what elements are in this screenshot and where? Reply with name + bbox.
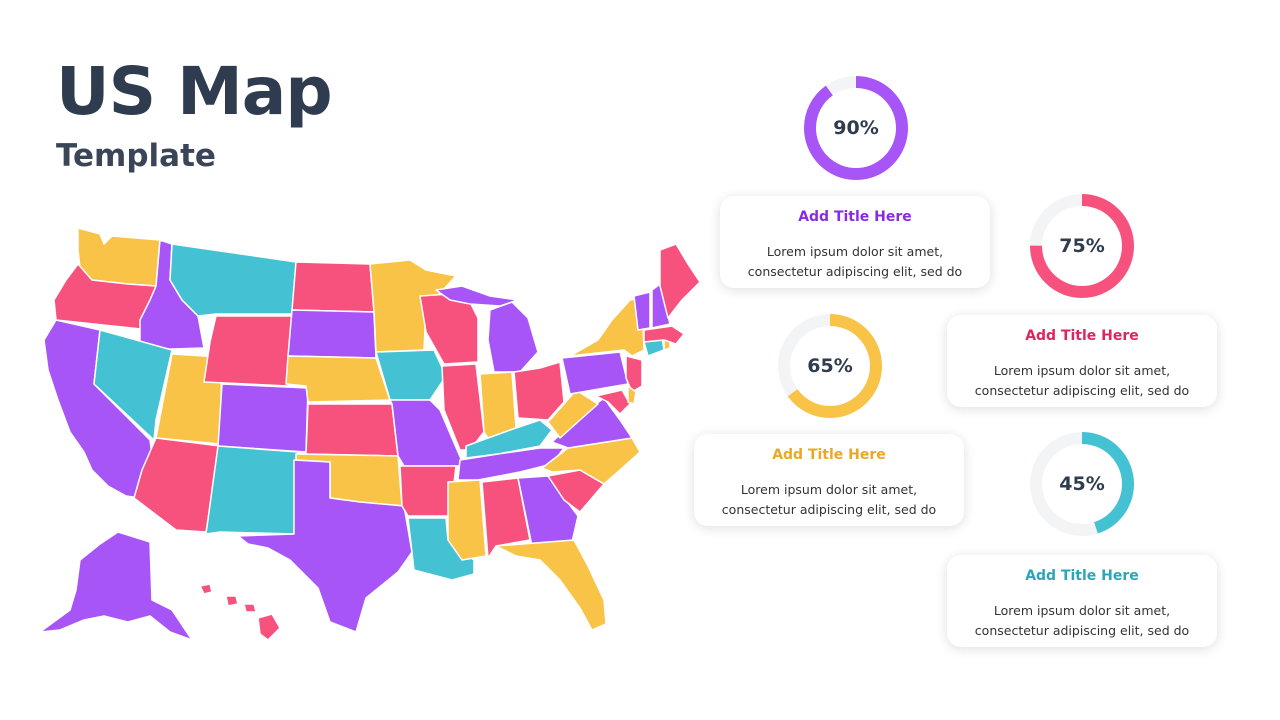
state-colorado[interactable] <box>217 383 309 453</box>
slide-title: US Map <box>56 53 333 130</box>
state-north-dakota[interactable] <box>291 261 375 313</box>
card-title: Add Title Here <box>772 447 886 463</box>
percent-label: 65% <box>807 355 853 377</box>
donut-progress <box>1030 432 1134 536</box>
slide-subtitle: Template <box>56 138 216 174</box>
state-nebraska[interactable] <box>285 355 391 403</box>
state-nevada[interactable] <box>93 329 173 441</box>
state-delaware[interactable] <box>627 385 637 405</box>
card-body-line-2: consectetur adipiscing elit, sed do <box>721 502 937 517</box>
state-pennsylvania[interactable] <box>561 351 629 395</box>
card-title: Add Title Here <box>1025 568 1139 584</box>
info-card-4: Add Title Here Lorem ipsum dolor sit ame… <box>947 555 1217 647</box>
state-new-mexico[interactable] <box>205 445 299 535</box>
state-massachusetts[interactable] <box>643 325 685 345</box>
state-iowa[interactable] <box>375 349 447 401</box>
us-map <box>39 227 701 641</box>
card-title: Add Title Here <box>798 209 912 225</box>
donut-chart-2: 75% <box>1026 190 1138 302</box>
card-body-line-1: Lorem ipsum dolor sit amet, <box>993 603 1171 618</box>
state-texas[interactable] <box>237 459 413 633</box>
donut-chart-1: 90% <box>800 72 912 184</box>
state-michigan-upper[interactable] <box>435 285 519 307</box>
state-new-jersey[interactable] <box>625 355 643 393</box>
percent-label: 45% <box>1059 473 1105 495</box>
donut-chart-3: 65% <box>774 310 886 422</box>
state-arkansas[interactable] <box>399 465 457 517</box>
state-wyoming[interactable] <box>203 315 293 387</box>
state-new-york[interactable] <box>569 297 645 357</box>
card-body-line-2: consectetur adipiscing elit, sed do <box>747 264 963 279</box>
state-alaska[interactable] <box>39 531 193 641</box>
state-ohio[interactable] <box>513 361 565 421</box>
state-florida[interactable] <box>495 539 607 631</box>
state-montana[interactable] <box>169 243 297 317</box>
donut-progress <box>778 314 882 418</box>
card-body-line-2: consectetur adipiscing elit, sed do <box>974 623 1190 638</box>
card-title: Add Title Here <box>1025 328 1139 344</box>
state-vermont[interactable] <box>633 291 651 331</box>
state-maine[interactable] <box>659 243 701 319</box>
state-south-dakota[interactable] <box>287 309 377 359</box>
state-mississippi[interactable] <box>447 479 487 561</box>
state-michigan[interactable] <box>487 301 539 373</box>
state-maryland[interactable] <box>595 389 631 415</box>
state-indiana[interactable] <box>479 371 517 439</box>
donut-progress <box>1030 194 1134 298</box>
info-card-2: Add Title Here Lorem ipsum dolor sit ame… <box>947 315 1217 407</box>
card-body-line-2: consectetur adipiscing elit, sed do <box>974 383 1190 398</box>
state-louisiana[interactable] <box>407 517 475 581</box>
state-hawaii[interactable] <box>199 583 281 641</box>
card-body-line-1: Lorem ipsum dolor sit amet, <box>766 244 944 259</box>
percent-label: 90% <box>833 117 879 139</box>
donut-chart-4: 45% <box>1026 428 1138 540</box>
card-body-line-1: Lorem ipsum dolor sit amet, <box>993 363 1171 378</box>
card-body-line-1: Lorem ipsum dolor sit amet, <box>740 482 918 497</box>
state-new-hampshire[interactable] <box>651 283 671 329</box>
state-kansas[interactable] <box>305 403 399 457</box>
percent-label: 75% <box>1059 235 1105 257</box>
info-card-1: Add Title Here Lorem ipsum dolor sit ame… <box>720 196 990 288</box>
state-alabama[interactable] <box>481 477 531 559</box>
state-california[interactable] <box>43 319 155 499</box>
donut-progress <box>804 76 908 180</box>
state-georgia[interactable] <box>517 475 579 547</box>
state-west-virginia[interactable] <box>547 389 599 439</box>
info-card-3: Add Title Here Lorem ipsum dolor sit ame… <box>694 434 964 526</box>
